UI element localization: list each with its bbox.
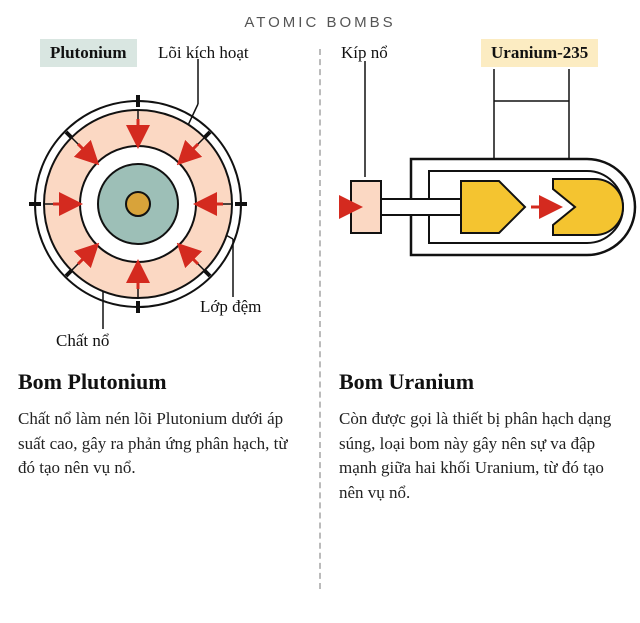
col-uranium: Kíp nổ Uranium-235 <box>321 39 640 599</box>
implosion-svg <box>18 39 318 369</box>
heading-plutonium: Bom Plutonium <box>18 369 301 395</box>
page-title: ATOMIC BOMBS <box>0 0 640 39</box>
diagram-plutonium: Plutonium Lõi kích hoạt Lớp đệm Chất nổ <box>18 39 301 369</box>
col-plutonium: Plutonium Lõi kích hoạt Lớp đệm Chất nổ <box>0 39 319 599</box>
gun-svg <box>339 39 639 369</box>
heading-uranium: Bom Uranium <box>339 369 622 395</box>
diagram-uranium: Kíp nổ Uranium-235 <box>339 39 622 369</box>
body-plutonium: Chất nổ làm nén lõi Plutonium dưới áp su… <box>18 407 301 481</box>
body-uranium: Còn được gọi là thiết bị phân hạch dạng … <box>339 407 622 506</box>
columns: Plutonium Lõi kích hoạt Lớp đệm Chất nổ <box>0 39 640 599</box>
